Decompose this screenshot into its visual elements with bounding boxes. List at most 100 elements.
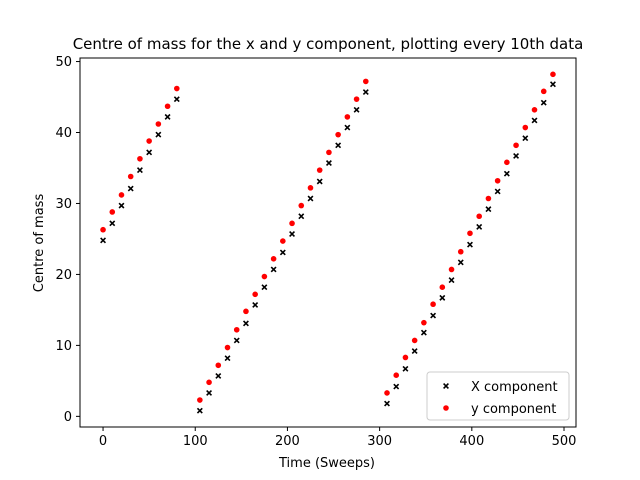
x-tick-label: 500 bbox=[552, 434, 577, 449]
y-component-point bbox=[118, 192, 125, 198]
y-component-point bbox=[335, 131, 341, 138]
x-component-point bbox=[100, 237, 107, 244]
x-tick-label: 0 bbox=[99, 434, 107, 449]
x-component-point bbox=[540, 99, 547, 106]
y-tick-label: 0 bbox=[64, 410, 72, 425]
y-axis-label: Centre of mass bbox=[32, 194, 47, 293]
plot-marks bbox=[100, 71, 556, 414]
y-tick-label: 10 bbox=[55, 339, 72, 354]
y-component-point bbox=[476, 213, 482, 220]
x-component-point bbox=[316, 178, 323, 185]
x-component-point bbox=[485, 206, 492, 213]
x-component-point bbox=[402, 365, 409, 372]
y-component-point bbox=[411, 337, 418, 344]
y-component-point bbox=[316, 167, 323, 173]
x-tick-label: 400 bbox=[459, 434, 484, 449]
y-component-point bbox=[307, 185, 314, 191]
y-component-point bbox=[457, 248, 464, 255]
x-component-point bbox=[252, 301, 259, 308]
legend-y-component-marker bbox=[443, 405, 449, 411]
y-component-point bbox=[206, 379, 212, 386]
y-component-point bbox=[522, 124, 529, 131]
x-component-point bbox=[353, 106, 360, 113]
legend-entry-label: y component bbox=[471, 402, 556, 417]
x-component-point bbox=[224, 355, 231, 362]
x-component-point bbox=[196, 407, 203, 414]
x-component-point bbox=[411, 348, 418, 355]
y-component-point bbox=[540, 88, 547, 95]
y-component-point bbox=[393, 372, 400, 378]
axes: 0 100 200 300 400 500 0 10 20 30 40 50 bbox=[55, 55, 577, 449]
x-component-point bbox=[279, 249, 286, 256]
y-component-point bbox=[384, 390, 390, 396]
x-component-point bbox=[136, 167, 143, 174]
y-component-point bbox=[513, 142, 519, 149]
y-component-point bbox=[504, 159, 510, 166]
x-component-point bbox=[155, 131, 162, 138]
x-component-point bbox=[503, 170, 510, 177]
y-tick-label: 50 bbox=[55, 55, 72, 70]
y-component-point bbox=[448, 266, 455, 273]
x-component-point bbox=[448, 277, 455, 284]
y-component-point bbox=[174, 85, 180, 92]
legend-entry-label: X component bbox=[471, 380, 558, 395]
x-component-point bbox=[164, 113, 171, 120]
y-component-point bbox=[146, 138, 152, 144]
y-component-point bbox=[550, 71, 556, 78]
x-component-point bbox=[430, 312, 437, 319]
y-component-point bbox=[243, 308, 249, 315]
y-component-point bbox=[100, 226, 106, 233]
x-component-point bbox=[270, 266, 277, 273]
y-component-point bbox=[233, 326, 240, 333]
x-component-point bbox=[531, 117, 538, 124]
chart-title: Centre of mass for the x and y component… bbox=[73, 35, 584, 53]
x-component-point bbox=[307, 195, 314, 202]
x-component-point bbox=[173, 96, 180, 103]
y-component-point bbox=[270, 256, 277, 262]
x-component-point bbox=[393, 383, 400, 390]
y-component-point bbox=[439, 284, 446, 291]
y-component-point bbox=[494, 177, 501, 184]
legend: X component y component bbox=[426, 371, 570, 421]
x-component-point bbox=[335, 142, 342, 149]
y-component-point bbox=[109, 209, 116, 215]
x-component-point bbox=[298, 213, 305, 220]
y-component-point bbox=[344, 114, 351, 120]
x-component-point bbox=[439, 294, 446, 301]
y-component-point bbox=[402, 354, 409, 361]
y-component-point bbox=[289, 220, 295, 227]
x-component-point bbox=[384, 400, 390, 407]
x-component-point bbox=[109, 220, 116, 227]
x-tick-label: 100 bbox=[183, 434, 208, 449]
y-component-point bbox=[261, 273, 268, 280]
x-tick-label: 300 bbox=[367, 434, 392, 449]
y-component-point bbox=[467, 230, 473, 237]
y-component-point bbox=[362, 78, 369, 85]
y-component-point bbox=[127, 173, 134, 180]
x-component-point bbox=[118, 202, 125, 209]
y-component-point bbox=[326, 149, 332, 156]
y-component-point bbox=[224, 344, 231, 351]
x-component-point bbox=[344, 124, 351, 131]
x-component-point bbox=[215, 372, 222, 379]
x-component-point bbox=[476, 223, 483, 230]
y-component-point bbox=[430, 301, 436, 308]
y-component-point bbox=[280, 238, 286, 244]
x-component-point bbox=[420, 329, 427, 336]
y-component-point bbox=[531, 107, 538, 113]
x-axis-label: Time (Sweeps) bbox=[278, 456, 375, 471]
x-component-point bbox=[549, 81, 556, 88]
x-component-point bbox=[242, 320, 249, 327]
y-component-point bbox=[298, 202, 305, 209]
x-component-point bbox=[127, 185, 134, 192]
y-component-point bbox=[485, 195, 492, 202]
y-component-point bbox=[421, 319, 427, 326]
legend-box bbox=[426, 371, 570, 421]
legend-x-component-marker bbox=[443, 383, 449, 389]
y-component-point bbox=[155, 121, 162, 127]
plot-frame bbox=[79, 57, 577, 428]
y-tick-label: 30 bbox=[55, 197, 72, 212]
y-component-point bbox=[164, 103, 171, 110]
x-component-point bbox=[494, 188, 501, 195]
